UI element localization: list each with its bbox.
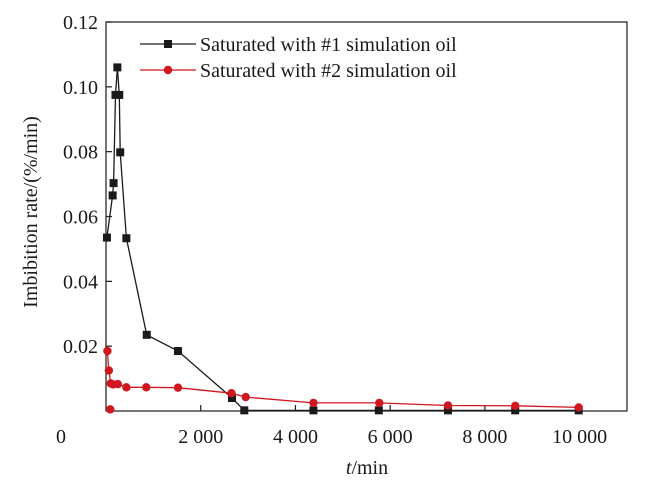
data-point [116,148,125,157]
x-tick-label: 8 000 [462,426,507,448]
data-point [443,401,453,410]
data-point [240,406,249,415]
legend-label: Saturated with #2 simulation oil [200,60,457,82]
data-point [113,63,122,72]
y-axis-title: Imbibition rate/(%/min) [20,116,42,308]
y-tick-label: 0.02 [63,336,98,358]
data-point [574,403,583,412]
y-tick-label: 0.10 [63,77,98,99]
data-point [309,398,318,408]
axis-ticks: 2 000 4 000 6 000 8 000 10 000 0.02 0.04 0.06 0.… [63,12,607,448]
data-point [241,392,250,402]
data-point [309,406,318,415]
legend-marker [163,65,173,75]
legend: Saturated with #1 simulation oil Saturate… [140,34,457,82]
data-point [227,394,236,403]
data-point [115,90,124,99]
data-point [109,179,118,188]
data-point [104,366,114,375]
data-point [103,346,112,356]
data-point [227,388,236,398]
x-axis-title: t/min [346,457,388,479]
legend-item: Saturated with #1 simulation oil [140,34,457,56]
x-tick-label: 10 000 [552,426,607,448]
y-tick-label: 0.12 [63,12,98,34]
x-tick-label: 6 000 [368,426,413,448]
x-tick-label: 4 000 [273,426,318,448]
y-tick-label: 0.04 [63,271,98,293]
series-line [106,350,579,409]
data-point [122,234,131,243]
y-tick-label: 0.08 [63,142,98,164]
y-tick-label: 0.06 [63,207,98,229]
data-point [108,191,117,200]
data-point [102,233,111,242]
data-point [173,383,183,392]
series-2 [103,346,583,414]
data-point [374,406,383,415]
legend-item: Saturated with #2 simulation oil [140,60,457,82]
x-tick-label: 2 000 [178,426,223,448]
data-point [106,405,115,414]
data-point [142,383,151,392]
data-point [375,398,384,408]
x-axis-title-italic: t [346,457,352,479]
legend-marker [164,40,172,48]
legend-label: Saturated with #1 simulation oil [200,34,457,56]
data-point [142,330,151,339]
x-axis-title-unit: /min [351,457,388,479]
series-1 [102,63,583,415]
data-point [173,347,182,356]
data-point [122,383,131,392]
series-layer [102,63,583,415]
data-point [511,406,520,415]
x-axis-origin-label: 0 [56,426,66,448]
series-line [106,67,579,412]
data-point [443,406,452,415]
data-point [511,401,520,411]
data-point [113,379,123,389]
